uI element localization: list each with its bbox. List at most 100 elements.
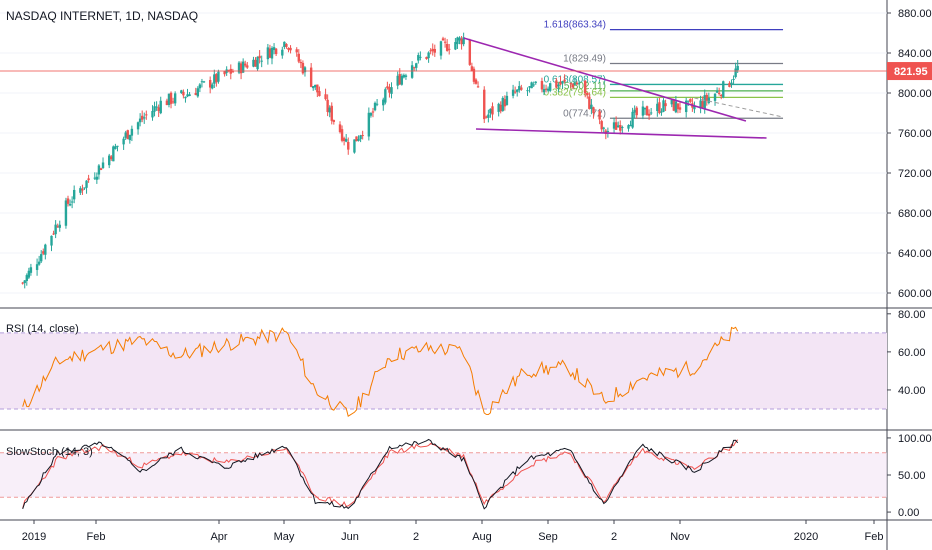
- candle-body: [664, 103, 667, 107]
- time-tick-label: May: [274, 531, 295, 543]
- candle-body: [445, 43, 449, 51]
- stoch-tick-label: 0.00: [898, 507, 919, 519]
- rsi-tick-label: 40.00: [898, 385, 926, 397]
- candle-body: [97, 165, 101, 175]
- candle-body: [412, 67, 416, 69]
- candle-body: [526, 90, 529, 92]
- candle-body: [297, 53, 300, 62]
- stoch-d-line: [22, 439, 739, 509]
- fib-levels: 1.618(863.34)1(829.49)0.618(808.57)0.5(8…: [544, 20, 784, 119]
- candle-body: [584, 80, 587, 94]
- rsi-band-fill: [0, 332, 887, 409]
- candle-body: [223, 71, 226, 75]
- candle-body: [678, 107, 682, 110]
- candle-body: [299, 62, 303, 64]
- rsi-line: [22, 326, 739, 417]
- candle-body: [460, 38, 463, 45]
- trendline: [463, 37, 747, 122]
- candle-body: [532, 84, 535, 86]
- candle-body: [511, 89, 515, 96]
- candle-body: [402, 74, 406, 78]
- candle-body: [23, 280, 26, 284]
- candle-body: [256, 56, 259, 70]
- candle-body: [433, 48, 436, 53]
- price-tick-label: 880.00: [898, 8, 932, 20]
- candle-body: [548, 83, 552, 91]
- fib-level-label: 0.382(795.64): [544, 87, 606, 98]
- candle-body: [470, 66, 474, 72]
- candle-body: [454, 42, 457, 50]
- candle-body: [211, 84, 214, 89]
- candle-body: [130, 128, 134, 136]
- candle-body: [419, 56, 422, 58]
- time-tick-label: 2019: [22, 531, 46, 543]
- candle-body: [684, 100, 688, 113]
- candle-body: [198, 84, 202, 89]
- candle-body: [715, 90, 719, 93]
- candle-body: [159, 100, 162, 114]
- candle-body: [557, 84, 560, 87]
- candle-body: [369, 112, 373, 116]
- price-candles: [21, 32, 739, 289]
- candle-body: [316, 84, 319, 93]
- candle-body: [359, 135, 362, 140]
- candle-body: [58, 224, 61, 228]
- candle-body: [707, 97, 711, 103]
- candle-body: [281, 49, 284, 56]
- candle-body: [270, 47, 274, 59]
- trendlines: [463, 37, 784, 139]
- fib-level-label: 1(829.49): [563, 54, 606, 65]
- candle-body: [544, 88, 548, 90]
- candle-body: [188, 94, 191, 96]
- candle-body: [555, 80, 558, 88]
- candle-body: [588, 96, 591, 109]
- candle-body: [208, 80, 212, 88]
- fib-level-label: 0(774.72): [563, 108, 606, 119]
- candle-body: [592, 107, 595, 114]
- candle-body: [375, 103, 379, 105]
- candle-body: [703, 95, 706, 110]
- time-axis: 2019 Feb Apr May Jun 2 Aug Sep 2 Nov 2020 Feb: [22, 520, 884, 543]
- candle-body: [332, 120, 336, 122]
- candle-body: [167, 93, 171, 105]
- candle-body: [635, 107, 638, 116]
- candle-body: [647, 113, 651, 116]
- candle-body: [458, 37, 461, 41]
- stoch-tick-label: 100.00: [898, 433, 932, 445]
- stoch-axis: 100.00 50.00 0.00: [887, 433, 932, 519]
- candle-body: [598, 111, 601, 120]
- candle-body: [140, 115, 144, 120]
- candle-body: [633, 109, 636, 113]
- candle-body: [431, 48, 434, 52]
- candle-body: [489, 108, 492, 114]
- candle-body: [254, 59, 257, 67]
- candle-body: [258, 55, 261, 59]
- candle-body: [373, 102, 377, 111]
- candle-body: [285, 43, 288, 47]
- candle-body: [468, 39, 472, 65]
- candle-body: [627, 125, 630, 129]
- candle-body: [213, 74, 216, 84]
- candle-body: [27, 270, 31, 278]
- candle-body: [602, 127, 605, 129]
- candle-body: [42, 251, 45, 254]
- candle-body: [338, 124, 342, 133]
- time-tick-label: Feb: [865, 531, 884, 543]
- candle-body: [155, 106, 158, 108]
- candle-body: [534, 81, 537, 83]
- price-tick-label: 680.00: [898, 208, 932, 220]
- price-tick-label: 720.00: [898, 168, 932, 180]
- candle-body: [388, 87, 391, 93]
- candle-body: [474, 79, 478, 84]
- stoch-series: [22, 438, 739, 510]
- candle-body: [114, 146, 117, 149]
- candle-body: [83, 187, 86, 189]
- candle-body: [676, 103, 680, 110]
- candle-body: [231, 71, 235, 73]
- candle-body: [342, 138, 346, 142]
- candle-body: [656, 103, 659, 112]
- price-tick-label: 640.00: [898, 248, 932, 260]
- candle-body: [448, 48, 451, 50]
- price-tick-label: 800.00: [898, 88, 932, 100]
